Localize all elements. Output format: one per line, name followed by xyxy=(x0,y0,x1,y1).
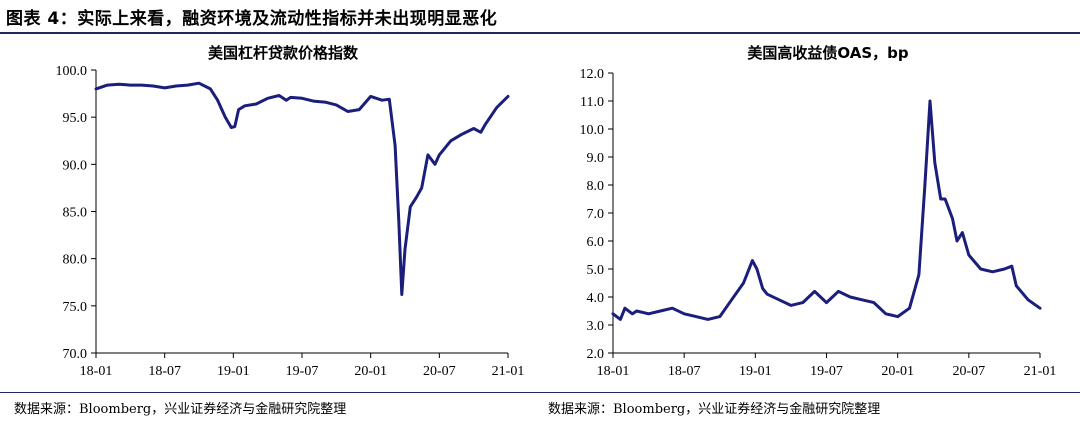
y-tick-label: 100.0 xyxy=(56,64,88,79)
y-tick-label: 12.0 xyxy=(580,67,605,82)
chart-high-yield-oas: 美国高收益债OAS，bp 2.0 3.0 4.0 5.0 6.0 7.0 8.0 9.0 10.… xyxy=(580,44,1057,379)
y-tick-label: 6.0 xyxy=(587,235,605,250)
series-line xyxy=(611,99,1042,321)
footer-rule xyxy=(0,392,1080,393)
y-tick-label: 3.0 xyxy=(587,319,605,334)
y-tick-label: 9.0 xyxy=(587,151,605,166)
x-tick-label: 19-07 xyxy=(810,364,843,379)
y-tick-label: 2.0 xyxy=(587,347,605,362)
y-tick-label: 85.0 xyxy=(63,206,88,221)
y-tick-label: 11.0 xyxy=(580,95,604,110)
series-line xyxy=(94,81,510,296)
x-tick-label: 18-07 xyxy=(668,364,701,379)
chart-title: 美国杠杆贷款价格指数 xyxy=(208,44,359,62)
y-tick-label: 4.0 xyxy=(587,291,605,306)
x-tick-label: 20-01 xyxy=(354,364,387,379)
source-note: 数据来源：Bloomberg，兴业证券经济与金融研究院整理 xyxy=(548,402,881,417)
x-tick-label: 21-01 xyxy=(1024,364,1057,379)
x-tick-label: 20-07 xyxy=(423,364,456,379)
source-note: 数据来源：Bloomberg，兴业证券经济与金融研究院整理 xyxy=(14,402,347,417)
y-tick-label: 80.0 xyxy=(63,253,88,268)
x-tick-label: 21-01 xyxy=(492,364,525,379)
y-tick-label: 95.0 xyxy=(63,111,88,126)
y-tick-label: 70.0 xyxy=(63,347,88,362)
title-underline xyxy=(0,32,1080,34)
y-tick-label: 5.0 xyxy=(587,263,605,278)
y-tick-label: 7.0 xyxy=(587,207,605,222)
x-tick-label: 18-01 xyxy=(597,364,630,379)
x-tick-label: 20-01 xyxy=(881,364,914,379)
x-tick-label: 18-07 xyxy=(148,364,181,379)
x-tick-label: 18-01 xyxy=(80,364,113,379)
y-tick-label: 90.0 xyxy=(63,158,88,173)
y-tick-label: 10.0 xyxy=(580,123,605,138)
x-tick-label: 19-07 xyxy=(286,364,319,379)
x-tick-label: 19-01 xyxy=(739,364,772,379)
x-tick-label: 19-01 xyxy=(217,364,250,379)
y-tick-label: 8.0 xyxy=(587,179,605,194)
figure-title: 图表 4：实际上来看，融资环境及流动性指标并未出现明显恶化 xyxy=(6,9,498,29)
chart-title: 美国高收益债OAS，bp xyxy=(747,44,908,62)
x-tick-label: 20-07 xyxy=(952,364,985,379)
y-tick-label: 75.0 xyxy=(63,300,88,315)
chart-leveraged-loan-price: 美国杠杆贷款价格指数 70.0 75.0 80.0 85.0 90.0 95.0 100.0… xyxy=(56,44,525,379)
